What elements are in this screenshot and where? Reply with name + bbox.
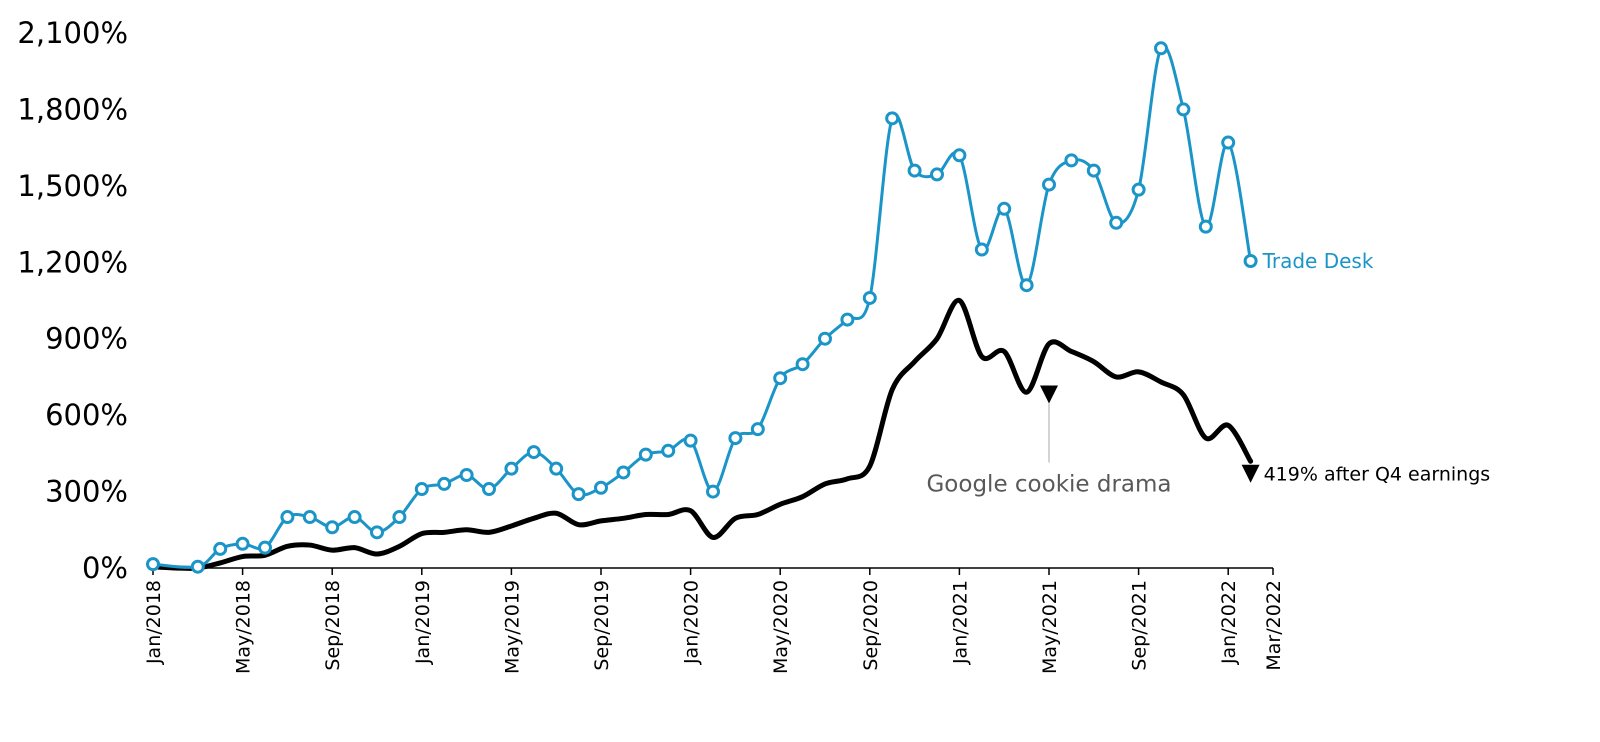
trade-desk-point: [862, 290, 877, 305]
y-axis: 0% 300% 600% 900% 1,200% 1,500% 1,800% 2,100%: [17, 16, 128, 585]
trade-desk-point: [213, 541, 228, 556]
trade-desk-point: [258, 540, 272, 555]
series-line-black: [150, 298, 1254, 571]
trade-desk-point: [997, 201, 1012, 216]
trade-desk-point: [1221, 135, 1236, 150]
x-tick-label: Mar/2022: [1263, 580, 1285, 671]
trade-desk-point: [1086, 163, 1101, 178]
x-tick-label: Sep/2020: [860, 580, 882, 671]
trade-desk-point: [1064, 153, 1079, 168]
x-axis: Jan/2018 May/2018 Sep/2018 Jan/2019 May/2019…: [143, 568, 1285, 674]
trade-desk-point: [146, 557, 160, 572]
plot-area: [146, 41, 1258, 574]
x-tick-label: Jan/2020: [681, 580, 703, 665]
series-label-trade-desk: Trade Desk: [1262, 249, 1374, 273]
x-tick-label: May/2019: [501, 580, 523, 674]
trade-desk-point: [459, 468, 474, 483]
marker-triangle-earnings: [1241, 464, 1260, 483]
trade-desk-point: [370, 525, 384, 540]
trade-desk-point: [1131, 182, 1146, 197]
trade-desk-point: [1154, 41, 1168, 56]
x-tick-label: Sep/2021: [1129, 580, 1151, 671]
trade-desk-point: [773, 371, 788, 386]
trade-desk-point: [1198, 219, 1213, 234]
trade-desk-point: [414, 482, 429, 497]
y-tick-label: 300%: [45, 475, 128, 509]
trade-desk-point: [818, 331, 832, 346]
annotations: Google cookie drama 419% after Q4 earnin…: [926, 249, 1490, 497]
x-tick-label: May/2018: [233, 580, 255, 674]
trade-desk-point: [706, 484, 720, 499]
trade-desk-point: [840, 312, 855, 327]
x-tick-label: Jan/2021: [949, 580, 971, 665]
trade-desk-point: [437, 476, 452, 491]
annotation-q4-earnings: 419% after Q4 earnings: [1264, 464, 1491, 486]
annotation-google-cookie-drama: Google cookie drama: [926, 472, 1171, 498]
trade-desk-point: [907, 163, 922, 178]
trade-desk-point: [392, 510, 407, 525]
trade-desk-point: [325, 520, 340, 535]
trade-desk-point: [728, 431, 743, 446]
y-tick-label: 600%: [45, 398, 128, 432]
trade-desk-point: [280, 510, 295, 525]
annotations-guides: [1040, 385, 1260, 483]
marker-triangle-google: [1040, 385, 1058, 404]
x-tick-label: Jan/2018: [143, 580, 165, 665]
trade-desk-point: [885, 111, 900, 126]
x-tick-label: Jan/2022: [1218, 580, 1240, 665]
trade-desk-point: [1243, 254, 1258, 269]
trade-desk-point: [504, 461, 519, 476]
y-tick-label: 1,800%: [17, 92, 128, 126]
trade-desk-point: [616, 465, 631, 480]
y-tick-label: 2,100%: [17, 16, 128, 50]
trade-desk-point: [750, 422, 765, 437]
x-tick-label: May/2020: [770, 580, 792, 674]
trade-desk-point: [661, 443, 676, 458]
trade-desk-point: [638, 447, 653, 462]
x-tick-label: Sep/2018: [322, 580, 344, 671]
trade-desk-point: [930, 167, 944, 182]
trade-desk-point: [795, 357, 810, 372]
trade-desk-point: [1019, 278, 1034, 293]
trade-desk-point: [482, 482, 496, 497]
trade-desk-point: [235, 536, 250, 551]
trade-desk-point: [1042, 177, 1056, 192]
trade-desk-point: [302, 510, 317, 525]
trade-desk-point: [526, 445, 541, 460]
y-tick-label: 1,200%: [17, 245, 128, 279]
y-tick-label: 0%: [82, 551, 128, 585]
trade-desk-point: [190, 559, 205, 574]
trade-desk-point: [571, 487, 586, 502]
y-tick-label: 900%: [45, 322, 128, 356]
trade-desk-point: [974, 242, 989, 257]
trade-desk-point: [952, 148, 967, 163]
trade-desk-point: [347, 510, 362, 525]
y-tick-label: 1,500%: [17, 169, 128, 203]
trade-desk-point: [1176, 102, 1191, 117]
trade-desk-point: [549, 461, 564, 476]
x-tick-label: May/2021: [1039, 580, 1061, 674]
trade-desk-point: [1109, 215, 1124, 230]
trade-desk-point: [683, 433, 698, 448]
x-tick-label: Sep/2019: [591, 580, 613, 671]
x-tick-label: Jan/2019: [412, 580, 434, 665]
trade-desk-point: [594, 480, 608, 495]
